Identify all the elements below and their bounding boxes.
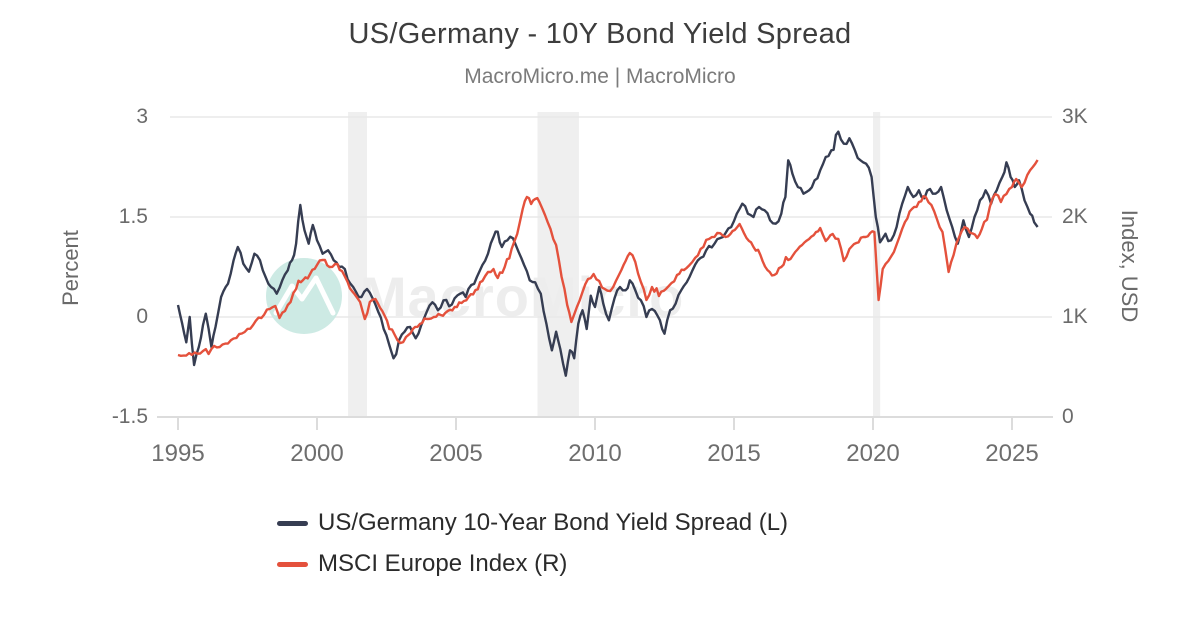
bond-spread-line-swatch: [277, 520, 308, 526]
watermark-text: MacroMicro: [360, 265, 684, 328]
x-axis-tick-label: 1995: [151, 440, 205, 467]
recession-band: [348, 112, 367, 417]
series-line-bond-spread[interactable]: [176, 130, 1039, 377]
x-axis-tick-label: 2025: [985, 440, 1039, 467]
legend-item-bond-spread[interactable]: US/Germany 10-Year Bond Yield Spread (L): [277, 509, 788, 537]
legend-label-bond-spread: US/Germany 10-Year Bond Yield Spread (L): [318, 509, 789, 536]
msci-europe-line-swatch: [277, 561, 308, 567]
x-axis-tick-label: 2015: [707, 440, 761, 467]
left-axis-title: Percent: [58, 230, 83, 306]
x-axis-tick-label: 2020: [846, 440, 900, 467]
mountain-logo-glyph: [273, 275, 336, 316]
right-axis-tick-label: 2K: [1062, 205, 1088, 228]
recession-band: [537, 112, 579, 417]
right-axis-tick-label: 3K: [1062, 105, 1088, 128]
x-axis-tick-label: 2005: [429, 440, 483, 467]
series-line-msci-europe[interactable]: [177, 159, 1039, 357]
left-axis-tick-label: 1.5: [118, 205, 148, 228]
right-axis-tick-label: 1K: [1062, 305, 1088, 328]
legend-label-msci-europe: MSCI Europe Index (R): [318, 550, 568, 577]
chart-subtitle: MacroMicro.me | MacroMicro: [464, 65, 736, 88]
legend-item-msci-europe[interactable]: MSCI Europe Index (R): [277, 550, 788, 578]
x-axis-tick-label: 2010: [568, 440, 622, 467]
x-axis-tick-label: 2000: [290, 440, 344, 467]
left-axis-tick-label: 3: [136, 105, 148, 128]
left-axis-tick-label: 0: [136, 305, 148, 328]
left-axis-tick-label: -1.5: [111, 405, 148, 428]
chart-title: US/Germany - 10Y Bond Yield Spread: [348, 18, 852, 50]
legend: US/Germany 10-Year Bond Yield Spread (L)…: [277, 509, 788, 578]
right-axis-tick-label: 0: [1062, 405, 1074, 428]
